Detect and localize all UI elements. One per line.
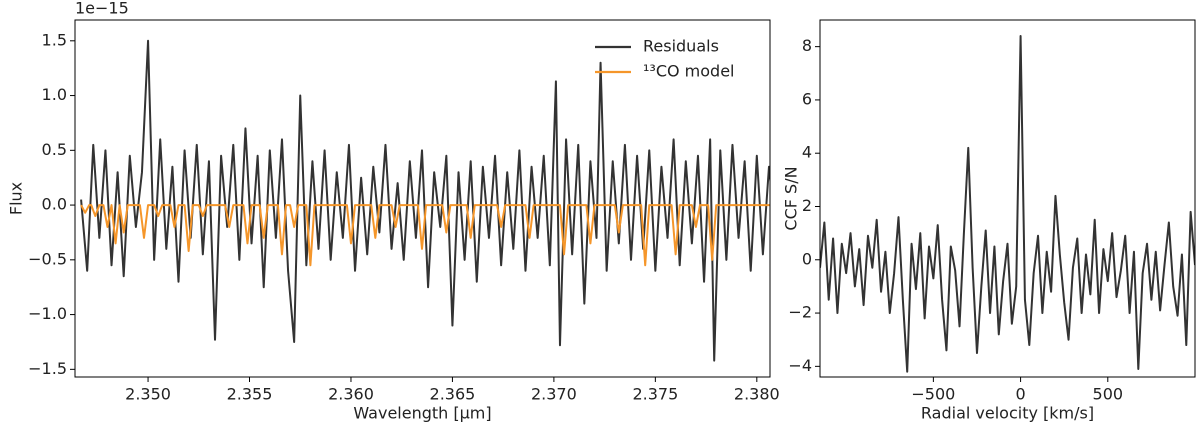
x-tick-label: 2.360 (328, 385, 374, 404)
y-tick-label: 6 (802, 89, 812, 108)
y-tick-label: −2 (788, 303, 812, 322)
y-offset-label: 1e−15 (75, 0, 129, 18)
x-tick-label: 2.375 (632, 385, 678, 404)
data-line (80, 204, 770, 267)
y-tick-label: −1.5 (28, 359, 67, 378)
legend-label: Residuals (643, 37, 719, 56)
y-tick-label: 4 (802, 143, 812, 162)
x-tick-label: 2.370 (531, 385, 577, 404)
x-tick-label: 0 (1015, 385, 1025, 404)
axes-frame (74, 19, 771, 378)
data-line (820, 34, 1195, 373)
y-tick-label: −1.0 (28, 304, 67, 323)
x-tick-label: −500 (911, 385, 955, 404)
axes-frame (819, 19, 1196, 378)
y-tick-label: 0.0 (42, 195, 67, 214)
y-tick-label: 0.5 (42, 140, 67, 159)
y-tick-label: 1.0 (42, 85, 67, 104)
x-tick-label: 2.350 (125, 385, 171, 404)
y-tick-label: 8 (802, 36, 812, 55)
y-tick-label: 2 (802, 196, 812, 215)
y-tick-label: 0 (802, 249, 812, 268)
y-axis-label: Flux (7, 182, 26, 215)
x-tick-label: 2.355 (227, 385, 273, 404)
x-tick-label: 500 (1093, 385, 1124, 404)
y-tick-label: −4 (788, 356, 812, 375)
y-tick-label: 1.5 (42, 30, 67, 49)
legend-label: ¹³CO model (643, 62, 735, 81)
y-tick-label: −0.5 (28, 249, 67, 268)
data-line (80, 39, 770, 362)
y-axis-label: CCF S/N (782, 166, 801, 230)
x-tick-label: 2.365 (430, 385, 476, 404)
x-axis-label: Wavelength [μm] (353, 404, 491, 423)
x-tick-label: 2.380 (734, 385, 780, 404)
x-axis-label: Radial velocity [km/s] (921, 404, 1094, 423)
